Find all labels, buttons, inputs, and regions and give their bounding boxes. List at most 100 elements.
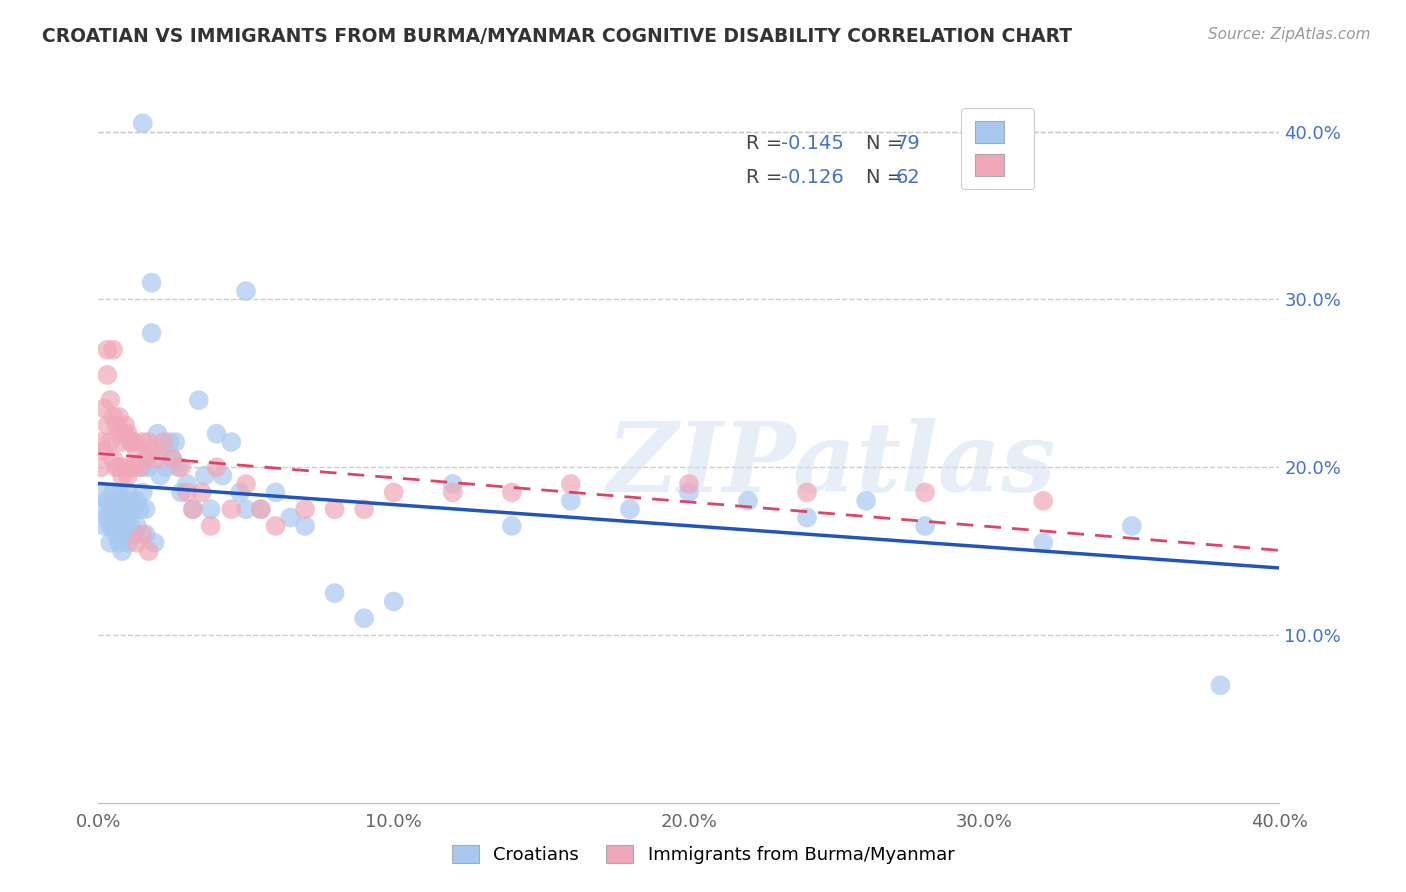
Point: [125, 519, 148, 533]
Point: [221, 502, 243, 516]
Point: [114, 418, 136, 433]
Point: [122, 502, 145, 516]
Point: [138, 460, 160, 475]
Point: [1032, 535, 1054, 549]
Point: [1121, 519, 1143, 533]
Point: [120, 435, 142, 450]
Point: [96, 493, 118, 508]
Point: [125, 535, 148, 549]
Point: [221, 435, 243, 450]
Point: [111, 435, 134, 450]
Legend: Croatians, Immigrants from Burma/Myanmar: Croatians, Immigrants from Burma/Myanmar: [437, 830, 969, 879]
Point: [211, 468, 233, 483]
Point: [250, 502, 273, 516]
Point: [117, 510, 139, 524]
Point: [914, 485, 936, 500]
Point: [117, 485, 139, 500]
Point: [111, 519, 134, 533]
Point: [105, 493, 128, 508]
Point: [157, 435, 180, 450]
Point: [323, 586, 346, 600]
Point: [114, 460, 136, 475]
Point: [96, 418, 118, 433]
Text: -0.126: -0.126: [782, 168, 844, 186]
Point: [132, 116, 155, 130]
Point: [205, 426, 228, 441]
Point: [108, 460, 131, 475]
Point: [155, 460, 177, 475]
Point: [138, 544, 160, 558]
Point: [98, 519, 121, 533]
Point: [560, 477, 582, 491]
Point: [382, 485, 405, 500]
Point: [132, 460, 155, 475]
Point: [149, 468, 172, 483]
Point: [200, 519, 222, 533]
Text: CROATIAN VS IMMIGRANTS FROM BURMA/MYANMAR COGNITIVE DISABILITY CORRELATION CHART: CROATIAN VS IMMIGRANTS FROM BURMA/MYANMA…: [42, 27, 1073, 45]
Point: [93, 519, 115, 533]
Point: [181, 502, 204, 516]
Point: [294, 502, 316, 516]
Point: [229, 485, 252, 500]
Point: [125, 443, 148, 458]
Point: [235, 477, 257, 491]
Point: [143, 535, 166, 549]
Point: [105, 510, 128, 524]
Point: [111, 493, 134, 508]
Point: [105, 418, 128, 433]
Point: [132, 485, 155, 500]
Point: [176, 485, 198, 500]
Point: [170, 485, 193, 500]
Text: R =: R =: [745, 135, 789, 153]
Point: [501, 519, 523, 533]
Point: [181, 502, 204, 516]
Point: [294, 519, 316, 533]
Point: [125, 493, 148, 508]
Point: [678, 477, 700, 491]
Point: [98, 393, 121, 408]
Point: [98, 502, 121, 516]
Point: [120, 460, 142, 475]
Point: [146, 426, 169, 441]
Point: [152, 435, 174, 450]
Point: [135, 502, 157, 516]
Text: -0.145: -0.145: [782, 135, 844, 153]
Point: [103, 451, 125, 466]
Point: [135, 527, 157, 541]
Point: [441, 477, 464, 491]
Point: [122, 527, 145, 541]
Point: [165, 435, 187, 450]
Text: 79: 79: [896, 135, 921, 153]
Point: [103, 485, 125, 500]
Point: [1032, 493, 1054, 508]
Point: [108, 409, 131, 424]
Point: [501, 485, 523, 500]
Point: [96, 343, 118, 357]
Point: [560, 493, 582, 508]
Point: [128, 502, 150, 516]
Point: [98, 535, 121, 549]
Point: [96, 368, 118, 382]
Point: [619, 502, 641, 516]
Point: [796, 485, 818, 500]
Point: [235, 502, 257, 516]
Point: [141, 443, 163, 458]
Point: [120, 435, 142, 450]
Point: [90, 485, 112, 500]
Point: [235, 284, 257, 298]
Point: [114, 426, 136, 441]
Point: [111, 468, 134, 483]
Point: [96, 510, 118, 524]
Point: [441, 485, 464, 500]
Point: [120, 519, 142, 533]
Point: [191, 485, 214, 500]
Point: [90, 435, 112, 450]
Point: [353, 502, 375, 516]
Point: [138, 435, 160, 450]
Point: [167, 460, 190, 475]
Point: [146, 451, 169, 466]
Point: [117, 468, 139, 483]
Text: ZIPatlas: ZIPatlas: [606, 417, 1056, 511]
Point: [250, 502, 273, 516]
Text: Source: ZipAtlas.com: Source: ZipAtlas.com: [1208, 27, 1371, 42]
